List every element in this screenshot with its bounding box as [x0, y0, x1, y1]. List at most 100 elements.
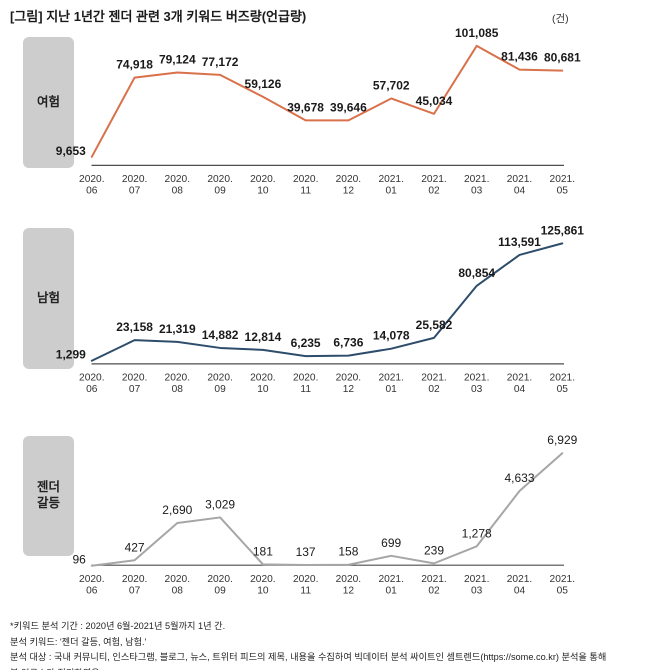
svg-text:2020.: 2020. — [207, 174, 233, 185]
svg-text:21,319: 21,319 — [159, 322, 196, 336]
svg-text:113,591: 113,591 — [498, 235, 541, 249]
svg-text:2020.: 2020. — [207, 373, 233, 384]
svg-text:03: 03 — [471, 186, 483, 197]
svg-text:09: 09 — [214, 186, 226, 197]
svg-text:05: 05 — [557, 585, 569, 596]
svg-text:2020.: 2020. — [250, 174, 276, 185]
svg-text:08: 08 — [172, 186, 184, 197]
svg-text:12,814: 12,814 — [245, 330, 282, 344]
svg-text:3,029: 3,029 — [205, 497, 235, 511]
svg-text:2021.: 2021. — [378, 373, 404, 384]
svg-text:137: 137 — [296, 545, 316, 559]
svg-text:125,861: 125,861 — [541, 223, 585, 237]
svg-text:101,085: 101,085 — [455, 26, 499, 40]
svg-text:01: 01 — [386, 186, 398, 197]
svg-text:2020.: 2020. — [122, 174, 148, 185]
svg-text:02: 02 — [428, 585, 440, 596]
svg-text:14,882: 14,882 — [202, 328, 239, 342]
svg-text:2020.: 2020. — [122, 574, 148, 585]
svg-text:77,172: 77,172 — [202, 55, 239, 69]
svg-text:2020.: 2020. — [122, 373, 148, 384]
svg-text:2020.: 2020. — [165, 174, 191, 185]
svg-text:59,126: 59,126 — [245, 77, 282, 91]
svg-text:23,158: 23,158 — [116, 320, 153, 334]
svg-text:239: 239 — [424, 543, 444, 557]
svg-text:2021.: 2021. — [378, 174, 404, 185]
svg-text:12: 12 — [343, 585, 355, 596]
svg-text:2021.: 2021. — [507, 373, 533, 384]
svg-text:2,690: 2,690 — [162, 503, 192, 517]
svg-text:2021.: 2021. — [464, 174, 490, 185]
svg-text:12: 12 — [343, 384, 355, 395]
svg-text:2021.: 2021. — [464, 574, 490, 585]
svg-text:2020.: 2020. — [165, 574, 191, 585]
svg-text:2020.: 2020. — [165, 373, 191, 384]
svg-text:05: 05 — [557, 384, 569, 395]
svg-text:9,653: 9,653 — [56, 144, 86, 158]
svg-text:04: 04 — [514, 384, 526, 395]
svg-text:12: 12 — [343, 186, 355, 197]
svg-text:4,633: 4,633 — [504, 471, 534, 485]
svg-text:2020.: 2020. — [207, 574, 233, 585]
svg-text:02: 02 — [428, 384, 440, 395]
svg-text:08: 08 — [172, 585, 184, 596]
svg-text:09: 09 — [214, 384, 226, 395]
svg-text:01: 01 — [386, 384, 398, 395]
svg-text:2020.: 2020. — [293, 373, 319, 384]
svg-text:57,702: 57,702 — [373, 79, 410, 93]
svg-text:6,235: 6,235 — [291, 336, 321, 350]
svg-text:2020.: 2020. — [336, 373, 362, 384]
svg-text:06: 06 — [86, 186, 98, 197]
svg-text:2021.: 2021. — [378, 574, 404, 585]
svg-text:04: 04 — [514, 585, 526, 596]
svg-text:11: 11 — [300, 186, 311, 197]
svg-text:10: 10 — [257, 186, 269, 197]
svg-text:427: 427 — [125, 540, 145, 554]
svg-text:06: 06 — [86, 585, 98, 596]
svg-text:2020.: 2020. — [336, 574, 362, 585]
svg-text:25,582: 25,582 — [416, 318, 453, 332]
svg-text:2021.: 2021. — [550, 574, 576, 585]
svg-text:2020.: 2020. — [250, 574, 276, 585]
svg-text:81,436: 81,436 — [501, 50, 538, 64]
svg-text:09: 09 — [214, 585, 226, 596]
svg-text:2020.: 2020. — [336, 174, 362, 185]
svg-text:2020.: 2020. — [79, 373, 105, 384]
svg-text:2020.: 2020. — [79, 174, 105, 185]
svg-text:01: 01 — [386, 585, 398, 596]
svg-text:2021.: 2021. — [550, 174, 576, 185]
svg-text:96: 96 — [72, 553, 86, 567]
svg-text:2021.: 2021. — [421, 373, 447, 384]
svg-text:74,918: 74,918 — [116, 58, 153, 72]
svg-text:2021.: 2021. — [464, 373, 490, 384]
svg-text:2020.: 2020. — [250, 373, 276, 384]
svg-text:2021.: 2021. — [421, 174, 447, 185]
svg-text:03: 03 — [471, 384, 483, 395]
svg-text:39,678: 39,678 — [287, 100, 324, 114]
svg-text:07: 07 — [129, 186, 141, 197]
svg-text:2020.: 2020. — [293, 574, 319, 585]
svg-text:2021.: 2021. — [421, 574, 447, 585]
svg-text:2020.: 2020. — [79, 574, 105, 585]
svg-text:04: 04 — [514, 186, 526, 197]
svg-text:2021.: 2021. — [507, 574, 533, 585]
svg-text:6,736: 6,736 — [333, 336, 363, 350]
svg-text:02: 02 — [428, 186, 440, 197]
svg-text:2021.: 2021. — [507, 174, 533, 185]
svg-text:2021.: 2021. — [550, 373, 576, 384]
svg-text:79,124: 79,124 — [159, 53, 196, 67]
svg-text:1,278: 1,278 — [462, 526, 492, 540]
svg-text:07: 07 — [129, 384, 141, 395]
svg-text:699: 699 — [381, 536, 401, 550]
svg-text:10: 10 — [257, 384, 269, 395]
svg-text:05: 05 — [557, 186, 569, 197]
svg-text:80,854: 80,854 — [458, 266, 495, 280]
svg-text:10: 10 — [257, 585, 269, 596]
svg-text:2020.: 2020. — [293, 174, 319, 185]
svg-text:1,299: 1,299 — [56, 348, 86, 362]
svg-text:11: 11 — [300, 585, 311, 596]
svg-text:181: 181 — [253, 544, 273, 558]
svg-text:80,681: 80,681 — [544, 51, 581, 65]
svg-text:45,034: 45,034 — [416, 94, 453, 108]
svg-text:11: 11 — [300, 384, 311, 395]
